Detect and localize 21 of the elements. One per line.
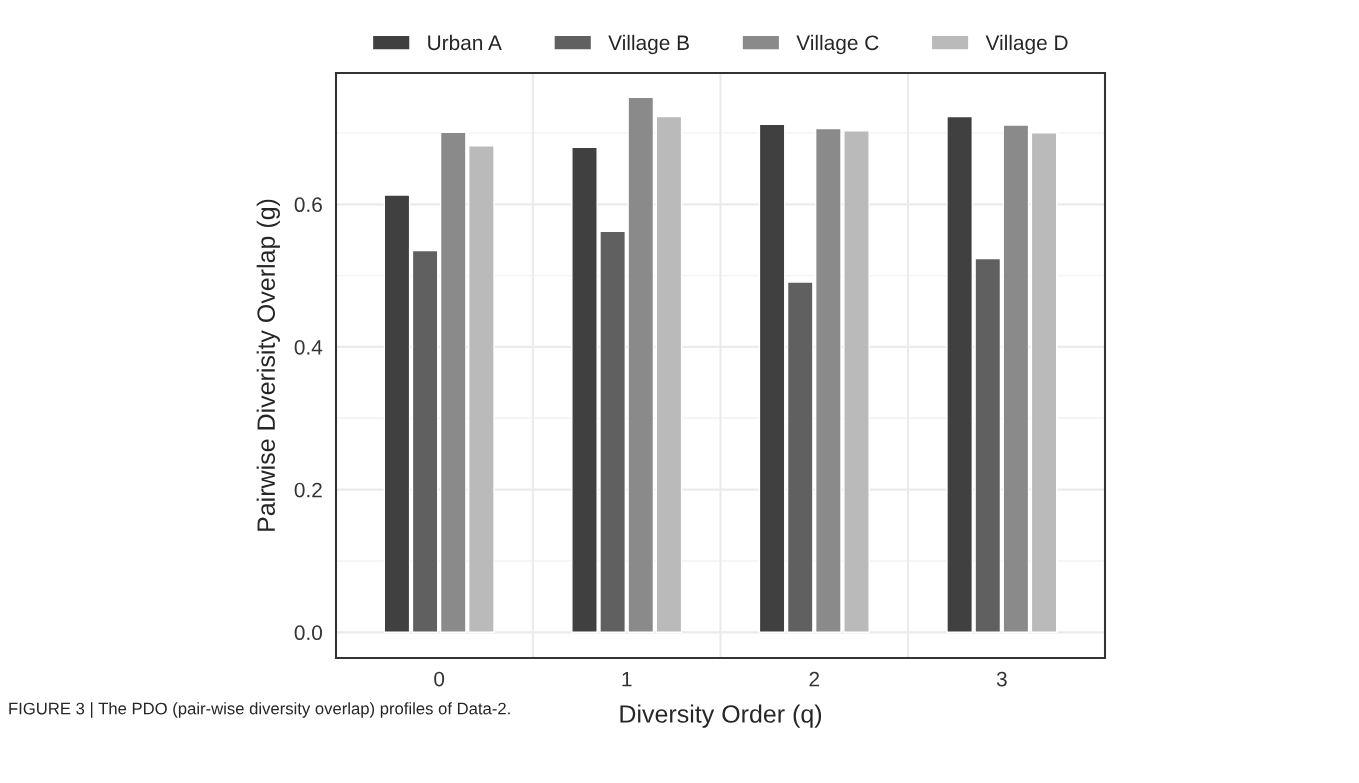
bar	[1030, 132, 1058, 634]
x-axis-title: Diversity Order (q)	[620, 704, 822, 728]
bar	[655, 115, 683, 634]
y-tick-label: 0.0	[294, 625, 322, 641]
legend-label: Village B	[608, 34, 689, 55]
caption: FIGURE 3 | The PDO (pair-wise diversity overlap) profiles of Data-2.	[9, 702, 510, 718]
y-tick-label: 0.2	[294, 482, 322, 498]
x-tick-label: 1	[622, 671, 632, 687]
bar	[411, 249, 439, 634]
y-tick-label: 0.4	[294, 339, 323, 355]
legend-label: Village C	[796, 34, 879, 55]
bar	[758, 123, 786, 634]
y-tick-label: 0.6	[294, 197, 322, 213]
bar	[1002, 124, 1030, 634]
x-tick-label: 0	[434, 671, 445, 687]
legend-label: Village D	[985, 34, 1068, 55]
y-axis-title: Pairwise Diverisity Overlap (g)	[256, 199, 280, 531]
x-tick-label: 3	[996, 671, 1007, 687]
legend-label: Urban A	[428, 34, 502, 51]
bar	[383, 194, 411, 634]
x-tick-label: 2	[809, 671, 820, 687]
